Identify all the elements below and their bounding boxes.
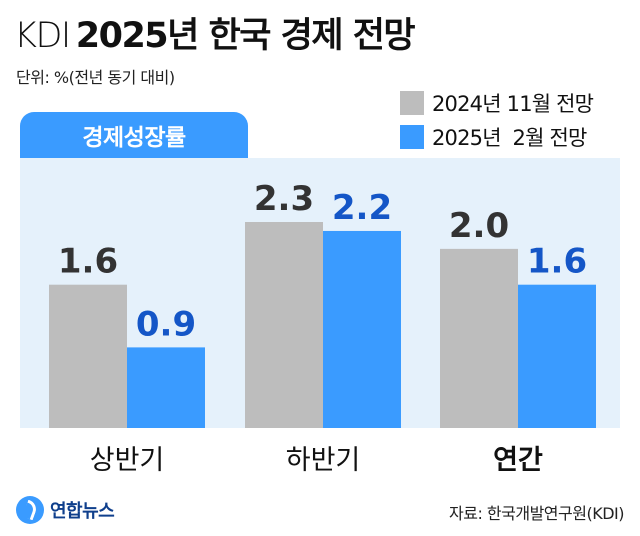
source-note: 자료: 한국개발연구원(KDI) — [449, 504, 624, 523]
legend-swatch-nov — [400, 91, 424, 115]
legend-item-nov: 2024년 11월 전망 — [400, 88, 594, 118]
value-label-nov-2: 2.3 — [254, 179, 314, 219]
logo-text: 연합뉴스 — [50, 501, 115, 522]
title-main: 2025년 한국 경제 전망 — [75, 16, 416, 56]
bar-nov-2 — [245, 222, 323, 428]
bar-feb-2 — [323, 230, 401, 428]
category-label-3: 연간 — [493, 445, 543, 476]
category-label-1: 상반기 — [90, 445, 165, 476]
unit-note: 단위: %(전년 동기 대비) — [16, 68, 175, 87]
yonhap-logo: 연합뉴스 — [16, 496, 115, 524]
bar-feb-1 — [127, 347, 205, 428]
legend-swatch-feb — [400, 125, 424, 149]
title-org: KDI — [14, 16, 71, 56]
legend-label-nov: 2024년 11월 전망 — [432, 92, 594, 116]
legend-item-feb: 2025년 2월 전망 — [400, 122, 593, 152]
value-label-nov-1: 1.6 — [58, 242, 118, 282]
section-tab-growth-rate: 경제성장률 — [20, 112, 248, 158]
bar-nov-1 — [49, 284, 127, 428]
chart-title: KDI 2025년 한국 경제 전망 — [14, 14, 416, 58]
value-label-feb-1: 0.9 — [136, 304, 196, 344]
bar-nov-3 — [440, 248, 518, 428]
legend: 2024년 11월 전망 2025년 2월 전망 — [400, 88, 594, 156]
value-label-feb-3: 1.6 — [527, 242, 587, 282]
value-label-nov-3: 2.0 — [449, 206, 509, 246]
category-label-2: 하반기 — [286, 445, 361, 476]
category-strip — [20, 428, 620, 486]
value-label-feb-2: 2.2 — [332, 188, 392, 228]
bar-feb-3 — [518, 284, 596, 428]
legend-label-feb: 2025년 2월 전망 — [432, 126, 587, 150]
yonhap-logo-icon — [16, 496, 44, 524]
